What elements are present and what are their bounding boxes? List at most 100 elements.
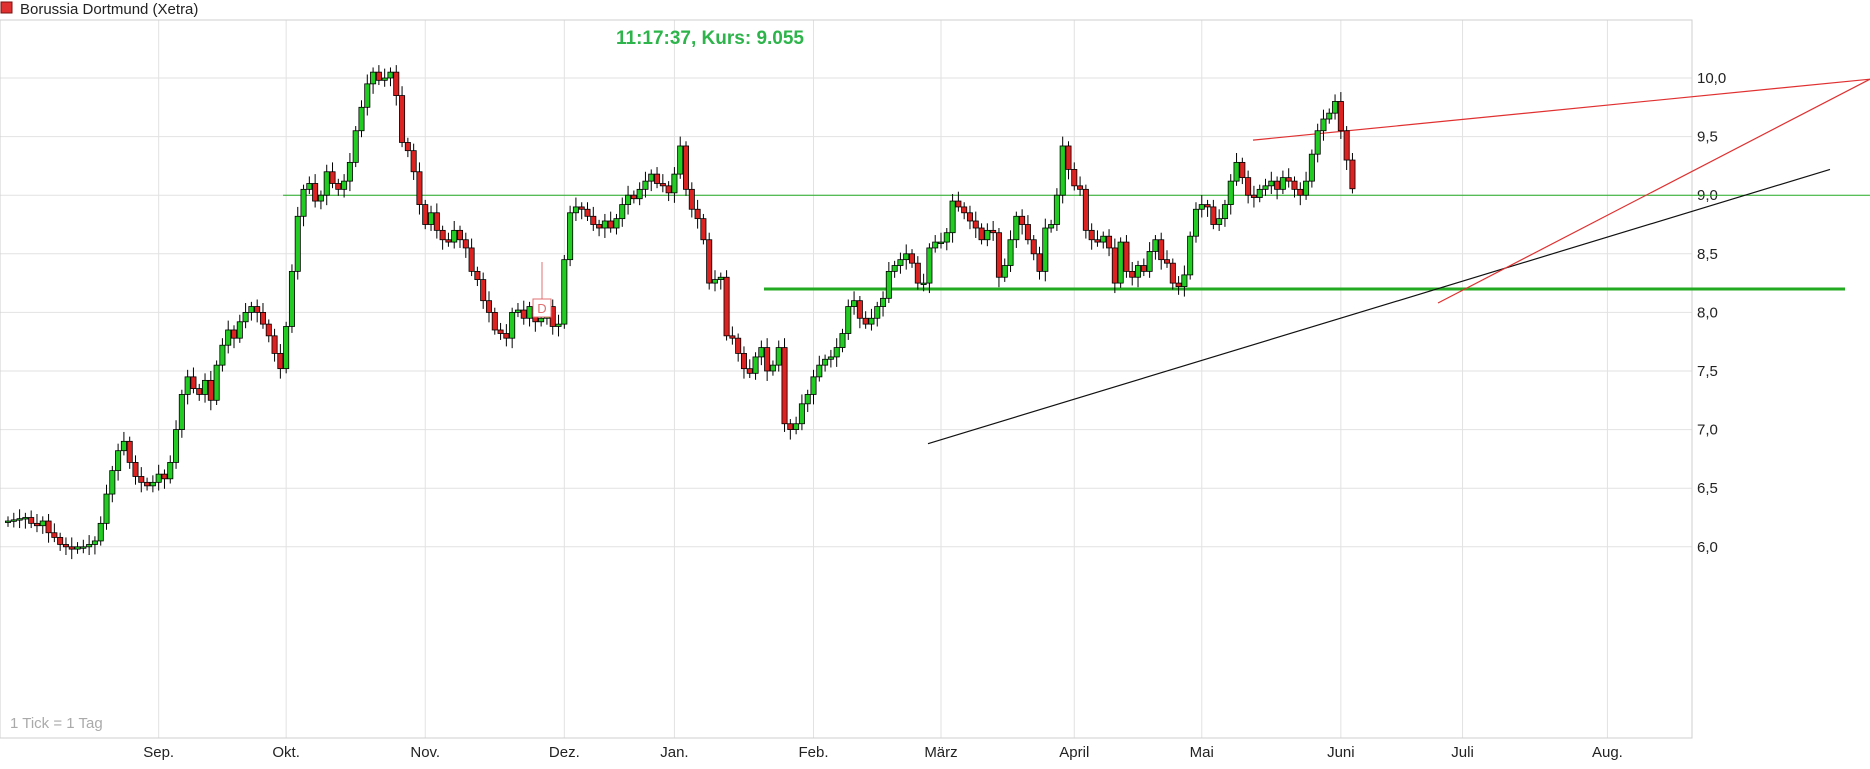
candle-body-down bbox=[590, 215, 597, 225]
candle-body-down bbox=[196, 388, 203, 395]
candle-body-up bbox=[219, 344, 226, 366]
candle bbox=[764, 338, 771, 381]
candle-body-up bbox=[1059, 145, 1066, 196]
candle-body-down bbox=[972, 220, 979, 229]
candle-body-up bbox=[1187, 235, 1194, 276]
candle-body-up bbox=[943, 232, 950, 243]
y-tick-label: 10,0 bbox=[1697, 70, 1726, 87]
candle bbox=[213, 360, 220, 405]
y-tick-label: 7,5 bbox=[1697, 363, 1718, 380]
dividend-marker: D bbox=[537, 301, 546, 316]
candle bbox=[1053, 188, 1060, 231]
candle bbox=[1181, 265, 1188, 297]
candle bbox=[323, 164, 330, 206]
candle-body-down bbox=[1291, 180, 1298, 190]
candle bbox=[16, 509, 23, 529]
candle bbox=[259, 303, 266, 329]
candle-body-down bbox=[596, 224, 603, 229]
candle-body-up bbox=[428, 212, 435, 225]
x-tick-label: Okt. bbox=[272, 744, 300, 761]
candle-body-up bbox=[202, 379, 209, 395]
candle bbox=[1349, 153, 1356, 194]
candle-body-up bbox=[1048, 224, 1055, 229]
candle-body-down bbox=[1250, 194, 1257, 198]
candle-body-up bbox=[636, 188, 643, 200]
candle bbox=[1013, 211, 1020, 248]
candle bbox=[57, 532, 64, 551]
candle bbox=[619, 197, 626, 227]
candle-body-down bbox=[914, 262, 921, 284]
x-tick-label: Juni bbox=[1327, 744, 1355, 761]
candle bbox=[155, 464, 162, 491]
candle-body-down bbox=[1343, 130, 1350, 161]
candle-body-up bbox=[619, 204, 626, 220]
candle bbox=[735, 333, 742, 362]
candle-body-down bbox=[375, 71, 382, 81]
candle-body-up bbox=[804, 394, 811, 405]
candle bbox=[1094, 230, 1101, 247]
candle-body-up bbox=[851, 300, 858, 307]
candle-body-up bbox=[248, 306, 255, 313]
candle bbox=[364, 74, 371, 116]
candle bbox=[1169, 258, 1176, 290]
candle bbox=[694, 199, 701, 229]
candle bbox=[451, 220, 458, 249]
candle-body-up bbox=[213, 364, 220, 401]
candle-body-down bbox=[694, 208, 701, 220]
y-tick-label: 7,0 bbox=[1697, 422, 1718, 439]
candle-body-down bbox=[480, 279, 487, 302]
candle bbox=[1135, 260, 1142, 288]
candle-body-up bbox=[341, 180, 348, 190]
candle bbox=[972, 211, 979, 238]
candle-body-up bbox=[5, 520, 11, 523]
candle bbox=[1140, 258, 1147, 277]
y-tick-label: 8,5 bbox=[1697, 246, 1718, 263]
candle bbox=[567, 205, 574, 267]
candle bbox=[1233, 153, 1240, 186]
candle bbox=[1123, 235, 1130, 278]
x-axis: Sep. Okt. Nov. Dez. Jan. Feb. März April Mai Juni… bbox=[143, 744, 1623, 761]
candle bbox=[683, 141, 690, 196]
candle bbox=[642, 171, 649, 198]
candle-body-down bbox=[1297, 188, 1304, 196]
candle bbox=[254, 299, 261, 323]
candle-body-down bbox=[654, 173, 661, 184]
candle bbox=[497, 322, 504, 340]
candle-body-up bbox=[155, 473, 162, 483]
candle-body-down bbox=[474, 270, 481, 280]
candle bbox=[700, 213, 707, 245]
candle-body-down bbox=[28, 517, 35, 524]
candle bbox=[1042, 218, 1049, 282]
candle-body-up bbox=[1053, 194, 1060, 225]
candle bbox=[288, 264, 295, 333]
candle bbox=[677, 136, 684, 179]
candle bbox=[1106, 229, 1113, 257]
candle bbox=[317, 190, 324, 210]
candle bbox=[422, 199, 429, 230]
candle bbox=[300, 184, 307, 227]
candle bbox=[897, 252, 904, 274]
candle-body-down bbox=[33, 522, 40, 527]
candle-body-up bbox=[1233, 161, 1240, 182]
x-tick-label: Sep. bbox=[143, 744, 174, 761]
candle-body-down bbox=[787, 423, 794, 430]
candle-body-down bbox=[961, 206, 968, 214]
candle bbox=[729, 326, 736, 345]
candle bbox=[1158, 232, 1165, 270]
candle bbox=[868, 308, 875, 331]
candle bbox=[1262, 178, 1269, 196]
candle-body-down bbox=[729, 335, 736, 339]
candle-body-up bbox=[1221, 204, 1228, 220]
candle-body-down bbox=[265, 323, 272, 337]
candle bbox=[1250, 185, 1257, 208]
candle-body-down bbox=[497, 329, 504, 334]
candle bbox=[717, 272, 724, 290]
candle bbox=[68, 537, 75, 560]
candle bbox=[184, 369, 191, 405]
candle-body-down bbox=[1349, 159, 1356, 190]
candle-body-down bbox=[578, 206, 585, 210]
candle bbox=[271, 328, 278, 362]
candle bbox=[1071, 162, 1078, 191]
candle bbox=[839, 328, 846, 353]
